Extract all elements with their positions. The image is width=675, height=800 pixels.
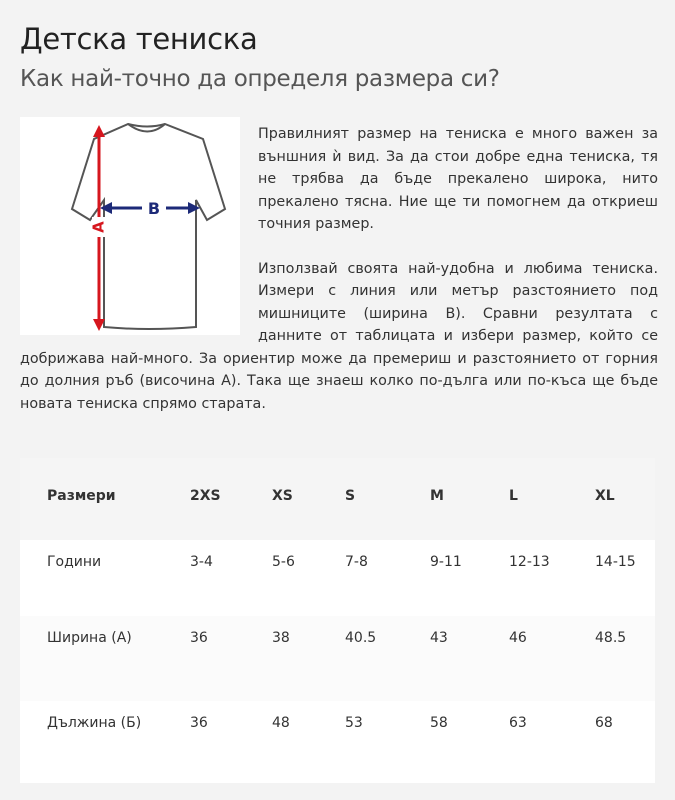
table-cell: 3-4 — [190, 554, 213, 570]
table-cell: 53 — [345, 715, 363, 731]
table-cell: 14-15 — [595, 554, 636, 570]
header-cell: S — [345, 488, 356, 504]
size-table: Размери 2XS XS S M L XL Години 3-4 5-6 7… — [20, 458, 655, 783]
table-cell: 7-8 — [345, 554, 368, 570]
header-cell: Размери — [47, 488, 116, 504]
table-row: Дължина (Б) 36 48 53 58 63 68 — [20, 701, 655, 783]
table-cell: 48 — [272, 715, 290, 731]
header-cell: XS — [272, 488, 293, 504]
row-label: Ширина (А) — [47, 630, 132, 646]
table-cell: 46 — [509, 630, 527, 646]
table-cell: 63 — [509, 715, 527, 731]
table-row: Ширина (А) 36 38 40.5 43 46 48.5 — [20, 616, 655, 701]
instructions-paragraph: Използвай своята най-удобна и любима тен… — [20, 260, 658, 412]
table-cell: 43 — [430, 630, 448, 646]
table-cell: 48.5 — [595, 630, 627, 646]
header-cell: 2XS — [190, 488, 221, 504]
intro-paragraph: Правилният размер на тениска е много важ… — [258, 126, 658, 232]
table-cell: 36 — [190, 715, 208, 731]
table-cell: 58 — [430, 715, 448, 731]
row-label: Години — [47, 554, 102, 570]
table-cell: 68 — [595, 715, 613, 731]
row-label: Дължина (Б) — [47, 715, 142, 731]
page-title: Детска тениска — [20, 22, 258, 56]
header-cell: M — [430, 488, 444, 504]
table-cell: 38 — [272, 630, 290, 646]
tshirt-measurement-image: A B — [20, 117, 240, 335]
table-header-row: Размери 2XS XS S M L XL — [20, 458, 655, 540]
table-row: Години 3-4 5-6 7-8 9-11 12-13 14-15 — [20, 540, 655, 616]
header-cell: XL — [595, 488, 615, 504]
label-b: B — [148, 199, 160, 218]
page-subtitle: Как най-точно да определя размера си? — [20, 66, 500, 92]
header-cell: L — [509, 488, 518, 504]
table-cell: 12-13 — [509, 554, 550, 570]
table-cell: 36 — [190, 630, 208, 646]
content: A B Правилният размер на тениска е много… — [20, 117, 658, 437]
table-cell: 5-6 — [272, 554, 295, 570]
table-cell: 9-11 — [430, 554, 462, 570]
table-cell: 40.5 — [345, 630, 377, 646]
label-a: A — [90, 221, 108, 233]
